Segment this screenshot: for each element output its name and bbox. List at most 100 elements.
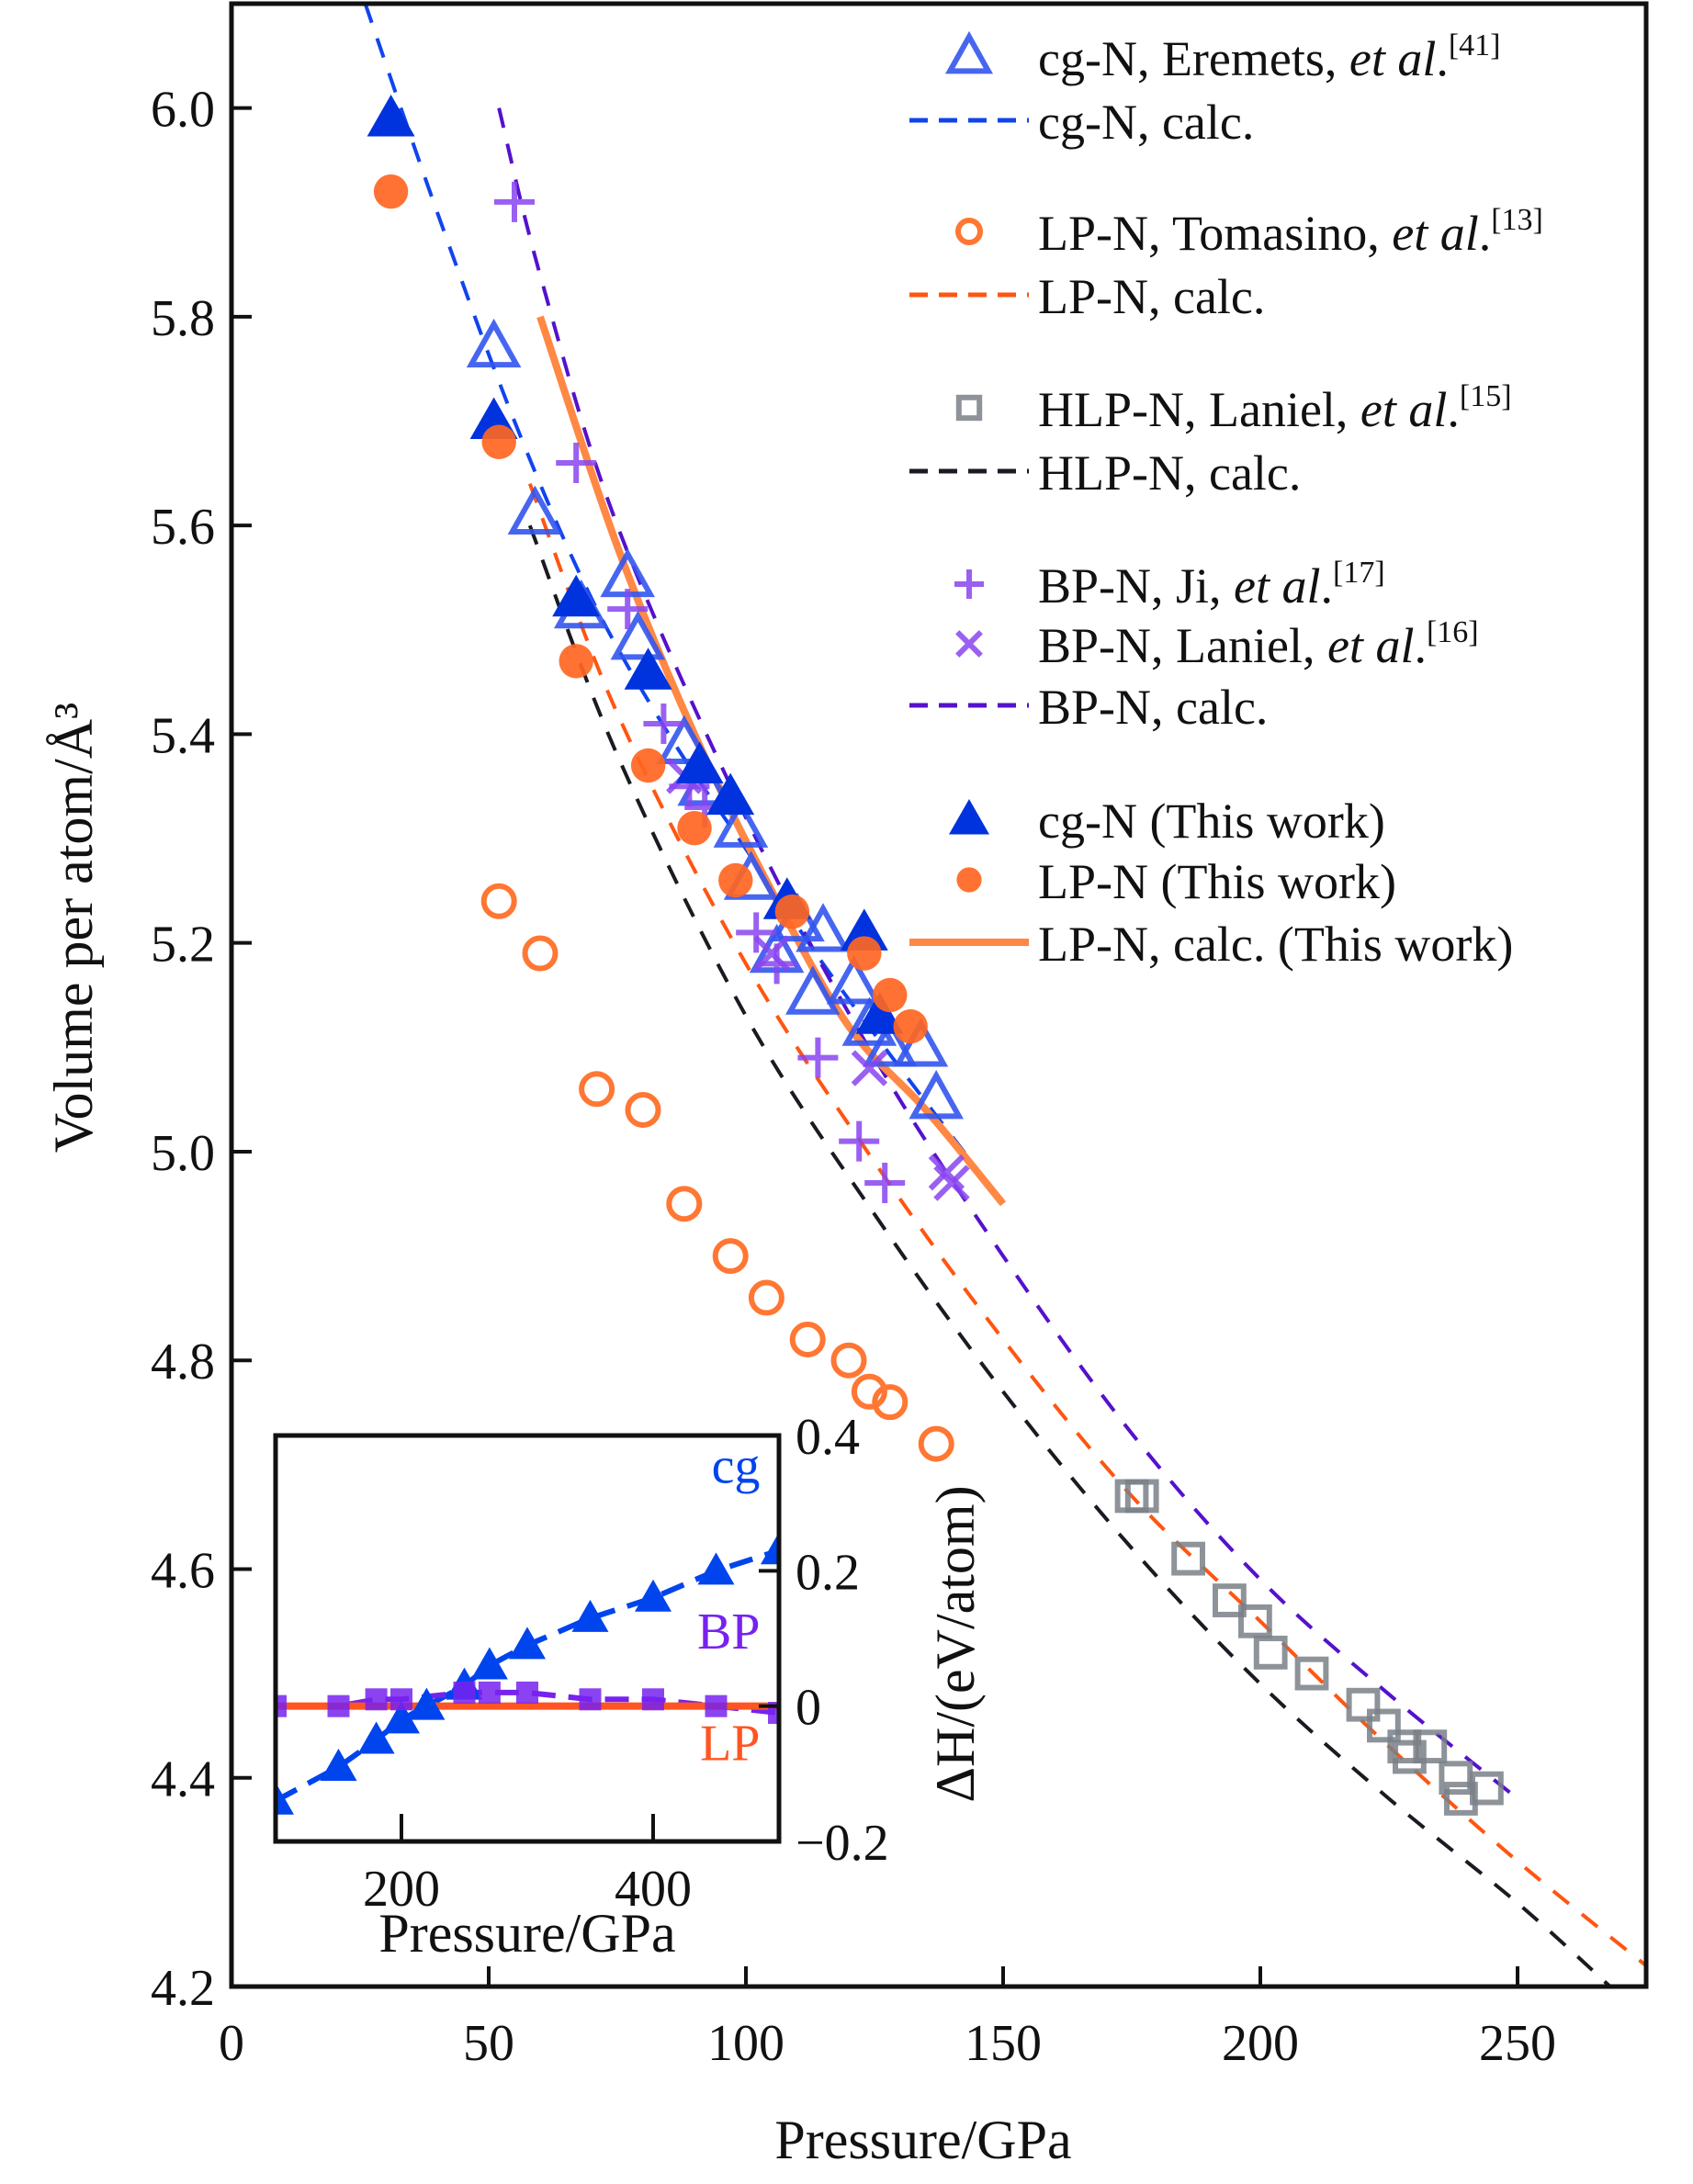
- series-line-bp-n-calc: [497, 107, 1519, 1801]
- point-lp-n-this-work: [774, 894, 810, 929]
- legend-item-cg-n-this-work: cg-N (This work): [949, 794, 1385, 849]
- point-bp-n-ji-et-al: [797, 1037, 839, 1078]
- point-lp-n-this-work: [373, 174, 409, 209]
- point-cg-n-this-work: [367, 94, 415, 137]
- legend-label: cg-N, Eremets, et al.[41]: [1038, 28, 1501, 86]
- x-tick-label: 200: [1222, 2015, 1299, 2072]
- point-lp-n-tomasino-et-al: [872, 1384, 909, 1421]
- x-tick-label: 100: [707, 2015, 784, 2072]
- legend-label: BP-N, Laniel, et al.[16]: [1038, 615, 1479, 673]
- point-cg-n-this-work: [675, 741, 724, 784]
- legend-label: cg-N (This work): [1038, 794, 1385, 849]
- y-tick-label: 5.4: [151, 707, 215, 764]
- inset-y-tick-label: −0.2: [796, 1815, 889, 1872]
- legend-label: LP-N (This work): [1038, 854, 1396, 909]
- point-bp-n-ji-et-al: [643, 704, 684, 745]
- inset-series-label-lp: LP: [700, 1716, 760, 1773]
- point-bp-n-ji-et-al: [864, 1163, 906, 1204]
- legend-label: HLP-N, Laniel, et al.[15]: [1038, 379, 1512, 437]
- inset-point-cg: [408, 1687, 446, 1720]
- y-tick-label: 5.6: [151, 499, 215, 556]
- x-tick-label: 0: [219, 2015, 244, 2072]
- inset-line-bp: [276, 1689, 779, 1717]
- point-cg-n-this-work: [706, 772, 755, 816]
- inset-point-cg: [276, 1782, 294, 1815]
- point-lp-n-tomasino-et-al: [625, 1091, 661, 1128]
- inset-point-cg: [383, 1701, 420, 1734]
- main-plot-markers: [367, 94, 1504, 1816]
- inset-y-tick-label: 0.4: [796, 1409, 860, 1466]
- inset-point-cg: [697, 1552, 735, 1585]
- inset-point-bp: [276, 1694, 287, 1717]
- inset-plot-markers: [276, 1532, 779, 1815]
- x-tick-label: 250: [1479, 2015, 1556, 2072]
- legend-label: HLP-N, calc.: [1038, 445, 1301, 501]
- point-cg-n-this-work: [624, 647, 672, 690]
- point-cg-n-eremets-et-al: [909, 1069, 965, 1120]
- y-axis-label: Volume per atom/Å³: [43, 703, 104, 1153]
- point-hlp-n-laniel-et-al: [1124, 1479, 1159, 1514]
- point-cg-n-eremets-et-al: [893, 1018, 949, 1067]
- point-bp-n-ji-et-al: [494, 181, 535, 222]
- inset-point-bp: [365, 1688, 388, 1711]
- inset-point-bp: [478, 1681, 501, 1704]
- point-cg-n-eremets-et-al: [466, 318, 522, 368]
- point-lp-n-tomasino-et-al: [851, 1373, 887, 1410]
- legend-marker-icon: [955, 630, 983, 658]
- inset-point-bp: [390, 1688, 412, 1711]
- legend-item-bp-n-laniel-et-al: BP-N, Laniel, et al.[16]: [955, 615, 1479, 673]
- inset-y-tick-label: 0: [796, 1680, 821, 1737]
- point-lp-n-tomasino-et-al: [830, 1342, 867, 1379]
- point-cg-n-this-work: [552, 574, 601, 617]
- inset-y-axis-label: ΔH/(eV/atom): [925, 1485, 986, 1802]
- y-tick-label: 5.8: [151, 290, 215, 347]
- legend-item-lp-n-this-work: LP-N (This work): [956, 854, 1396, 909]
- point-hlp-n-laniel-et-al: [1393, 1739, 1427, 1774]
- inset-x-axis-label: Pressure/GPa: [378, 1903, 675, 1964]
- inset-point-cg: [357, 1721, 395, 1754]
- inset-point-bp: [579, 1688, 602, 1711]
- point-bp-n-laniel-et-al: [753, 935, 790, 972]
- legend-label: LP-N, calc. (This work): [1038, 917, 1513, 972]
- y-tick-label: 5.2: [151, 917, 215, 974]
- legend-item-lp-n-calc-this-work: LP-N, calc. (This work): [909, 917, 1513, 972]
- point-cg-n-eremets-et-al: [796, 903, 851, 952]
- point-lp-n-tomasino-et-al: [579, 1071, 615, 1108]
- point-lp-n-this-work: [677, 810, 712, 846]
- point-hlp-n-laniel-et-al: [1238, 1604, 1272, 1638]
- point-cg-n-eremets-et-al: [862, 1018, 918, 1067]
- y-tick-label: 4.6: [151, 1542, 215, 1599]
- point-bp-n-laniel-et-al: [851, 1050, 888, 1086]
- y-tick-label: 5.0: [151, 1125, 215, 1182]
- inset-point-bp: [516, 1681, 538, 1704]
- point-cg-n-eremets-et-al: [610, 611, 666, 660]
- legend-marker-icon: [955, 394, 983, 422]
- point-cg-n-eremets-et-al: [784, 965, 841, 1015]
- inset-frame: [273, 1433, 782, 1844]
- legend-item-cg-n-eremets-et-al: cg-N, Eremets, et al.[41]: [944, 28, 1501, 86]
- legend-marker-icon: [956, 867, 982, 893]
- inset-point-cg: [320, 1748, 357, 1781]
- point-lp-n-this-work: [893, 1008, 928, 1044]
- point-lp-n-this-work: [630, 748, 666, 783]
- point-hlp-n-laniel-et-al: [1413, 1729, 1448, 1764]
- inset-y-tick-label: 0.2: [796, 1544, 860, 1601]
- point-bp-n-ji-et-al: [736, 912, 777, 953]
- legend-marker-icon: [949, 799, 989, 835]
- main-frame: [229, 1, 1649, 1989]
- y-tick-label: 4.2: [151, 1960, 215, 2017]
- point-cg-n-eremets-et-al: [713, 798, 769, 848]
- point-lp-n-this-work: [559, 644, 593, 679]
- inset-point-bp: [453, 1681, 476, 1704]
- point-bp-n-ji-et-al: [556, 442, 597, 483]
- point-lp-n-tomasino-et-al: [748, 1279, 784, 1316]
- point-bp-n-laniel-et-al: [933, 1165, 970, 1201]
- x-tick-label: 50: [463, 2015, 514, 2072]
- point-lp-n-this-work: [481, 424, 516, 459]
- inset-x-tick-label: 200: [363, 1861, 440, 1918]
- inset-point-bp: [327, 1694, 350, 1717]
- point-cg-n-this-work: [855, 992, 904, 1034]
- point-cg-n-eremets-et-al: [656, 715, 712, 764]
